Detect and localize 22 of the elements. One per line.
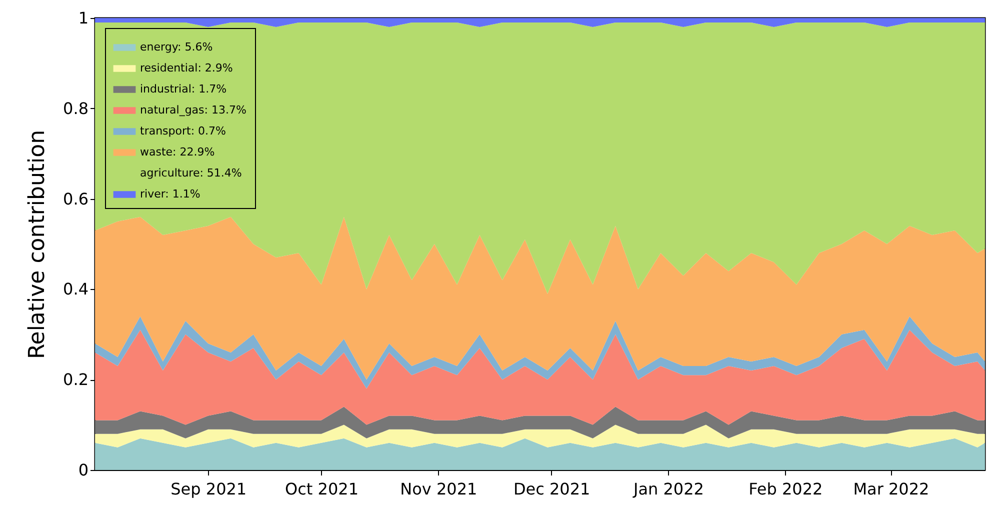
legend-label: energy: 5.6%: [140, 40, 213, 54]
y-axis-title: Relative contribution: [25, 130, 50, 360]
legend-label: river: 1.1%: [140, 188, 200, 200]
y-tick-label: 0.2: [63, 370, 88, 390]
legend-label: residential: 2.9%: [140, 62, 233, 74]
x-tick-label: Sep 2021: [170, 480, 247, 498]
legend-label: natural_gas: 13.7%: [140, 104, 246, 116]
y-tick-label: 0.4: [63, 280, 88, 299]
y-tick-label: 0.8: [63, 98, 88, 118]
x-tick-label: Dec 2021: [513, 480, 590, 498]
legend-label: industrial: 1.7%: [140, 82, 227, 96]
y-tick-label: 1: [78, 8, 88, 28]
legend-label: waste: 22.9%: [140, 146, 215, 158]
x-tick-label: Nov 2021: [400, 480, 478, 498]
x-tick-label: Jan 2022: [632, 480, 704, 498]
y-tick-label: 0: [78, 460, 88, 480]
series-label: agriculture: 51.4%: [140, 166, 242, 180]
x-tick-label: Mar 2022: [853, 480, 930, 498]
legend-label: transport: 0.7%: [140, 124, 226, 138]
x-tick-label: Oct 2021: [285, 480, 359, 498]
x-tick-label: Feb 2022: [748, 480, 823, 498]
y-tick-label: 0.6: [63, 189, 88, 208]
